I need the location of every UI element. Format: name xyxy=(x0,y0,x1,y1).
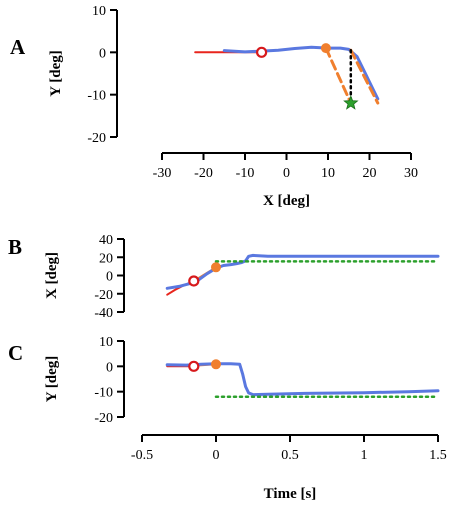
y-tick-label: 0 xyxy=(106,270,113,285)
y-tick-label: -20 xyxy=(94,411,113,426)
y-axis-label: X [deg] xyxy=(44,252,60,299)
x-tick-label: 1.5 xyxy=(429,448,447,463)
x-tick-label: 1 xyxy=(361,448,368,463)
panel-label-c: C xyxy=(8,341,23,365)
series-target-path-after-2 xyxy=(351,50,378,103)
y-tick-label: 40 xyxy=(99,233,113,248)
x-tick-label: 0.5 xyxy=(281,448,299,463)
panel-label-b: B xyxy=(8,235,22,259)
y-tick-label: 0 xyxy=(99,46,106,61)
y-tick-label: -20 xyxy=(87,131,106,146)
x-tick-label: -0.5 xyxy=(131,448,153,463)
marker-filled-circle xyxy=(212,360,221,369)
panel-a: A 10 0 -10 -20 Y [deg] -30 -20 -10 0 10 20 30 X [deg] xyxy=(10,4,418,209)
y-tick-label: 10 xyxy=(92,4,106,19)
x-tick-label: 0 xyxy=(283,166,290,181)
x-tick-label: 10 xyxy=(321,166,335,181)
y-tick-label: -40 xyxy=(94,306,113,321)
series-eye xyxy=(167,364,438,395)
x-tick-label: -10 xyxy=(236,166,255,181)
y-tick-label: -10 xyxy=(87,89,106,104)
y-axis-label: Y [deg] xyxy=(44,356,60,403)
marker-filled-circle xyxy=(321,44,330,53)
series-target-path-after xyxy=(326,48,351,103)
panel-label-a: A xyxy=(10,35,26,59)
marker-star xyxy=(344,96,357,109)
x-tick-label: 20 xyxy=(363,166,377,181)
x-axis-label: X [deg] xyxy=(263,193,310,209)
x-axis-label: Time [s] xyxy=(264,486,317,502)
y-tick-label: 20 xyxy=(99,251,113,266)
y-tick-label: 10 xyxy=(99,335,113,350)
y-tick-label: -10 xyxy=(94,386,113,401)
x-tick-label: 30 xyxy=(404,166,418,181)
marker-open-circle xyxy=(257,48,266,57)
y-tick-label: 0 xyxy=(106,360,113,375)
x-tick-label: -30 xyxy=(153,166,172,181)
marker-open-circle xyxy=(189,276,198,285)
x-tick-label: 0 xyxy=(213,448,220,463)
panel-c: C 10 0 -10 -20 Y [deg] -0.5 0 0.5 1 1.5 Time [s] xyxy=(8,335,447,502)
y-axis-label: Y [deg] xyxy=(48,50,64,97)
panel-b: B 40 20 0 -20 -40 X [deg] xyxy=(8,233,438,321)
marker-open-circle xyxy=(189,362,198,371)
x-tick-label: -20 xyxy=(194,166,213,181)
marker-filled-circle xyxy=(212,263,221,272)
y-tick-label: -20 xyxy=(94,288,113,303)
